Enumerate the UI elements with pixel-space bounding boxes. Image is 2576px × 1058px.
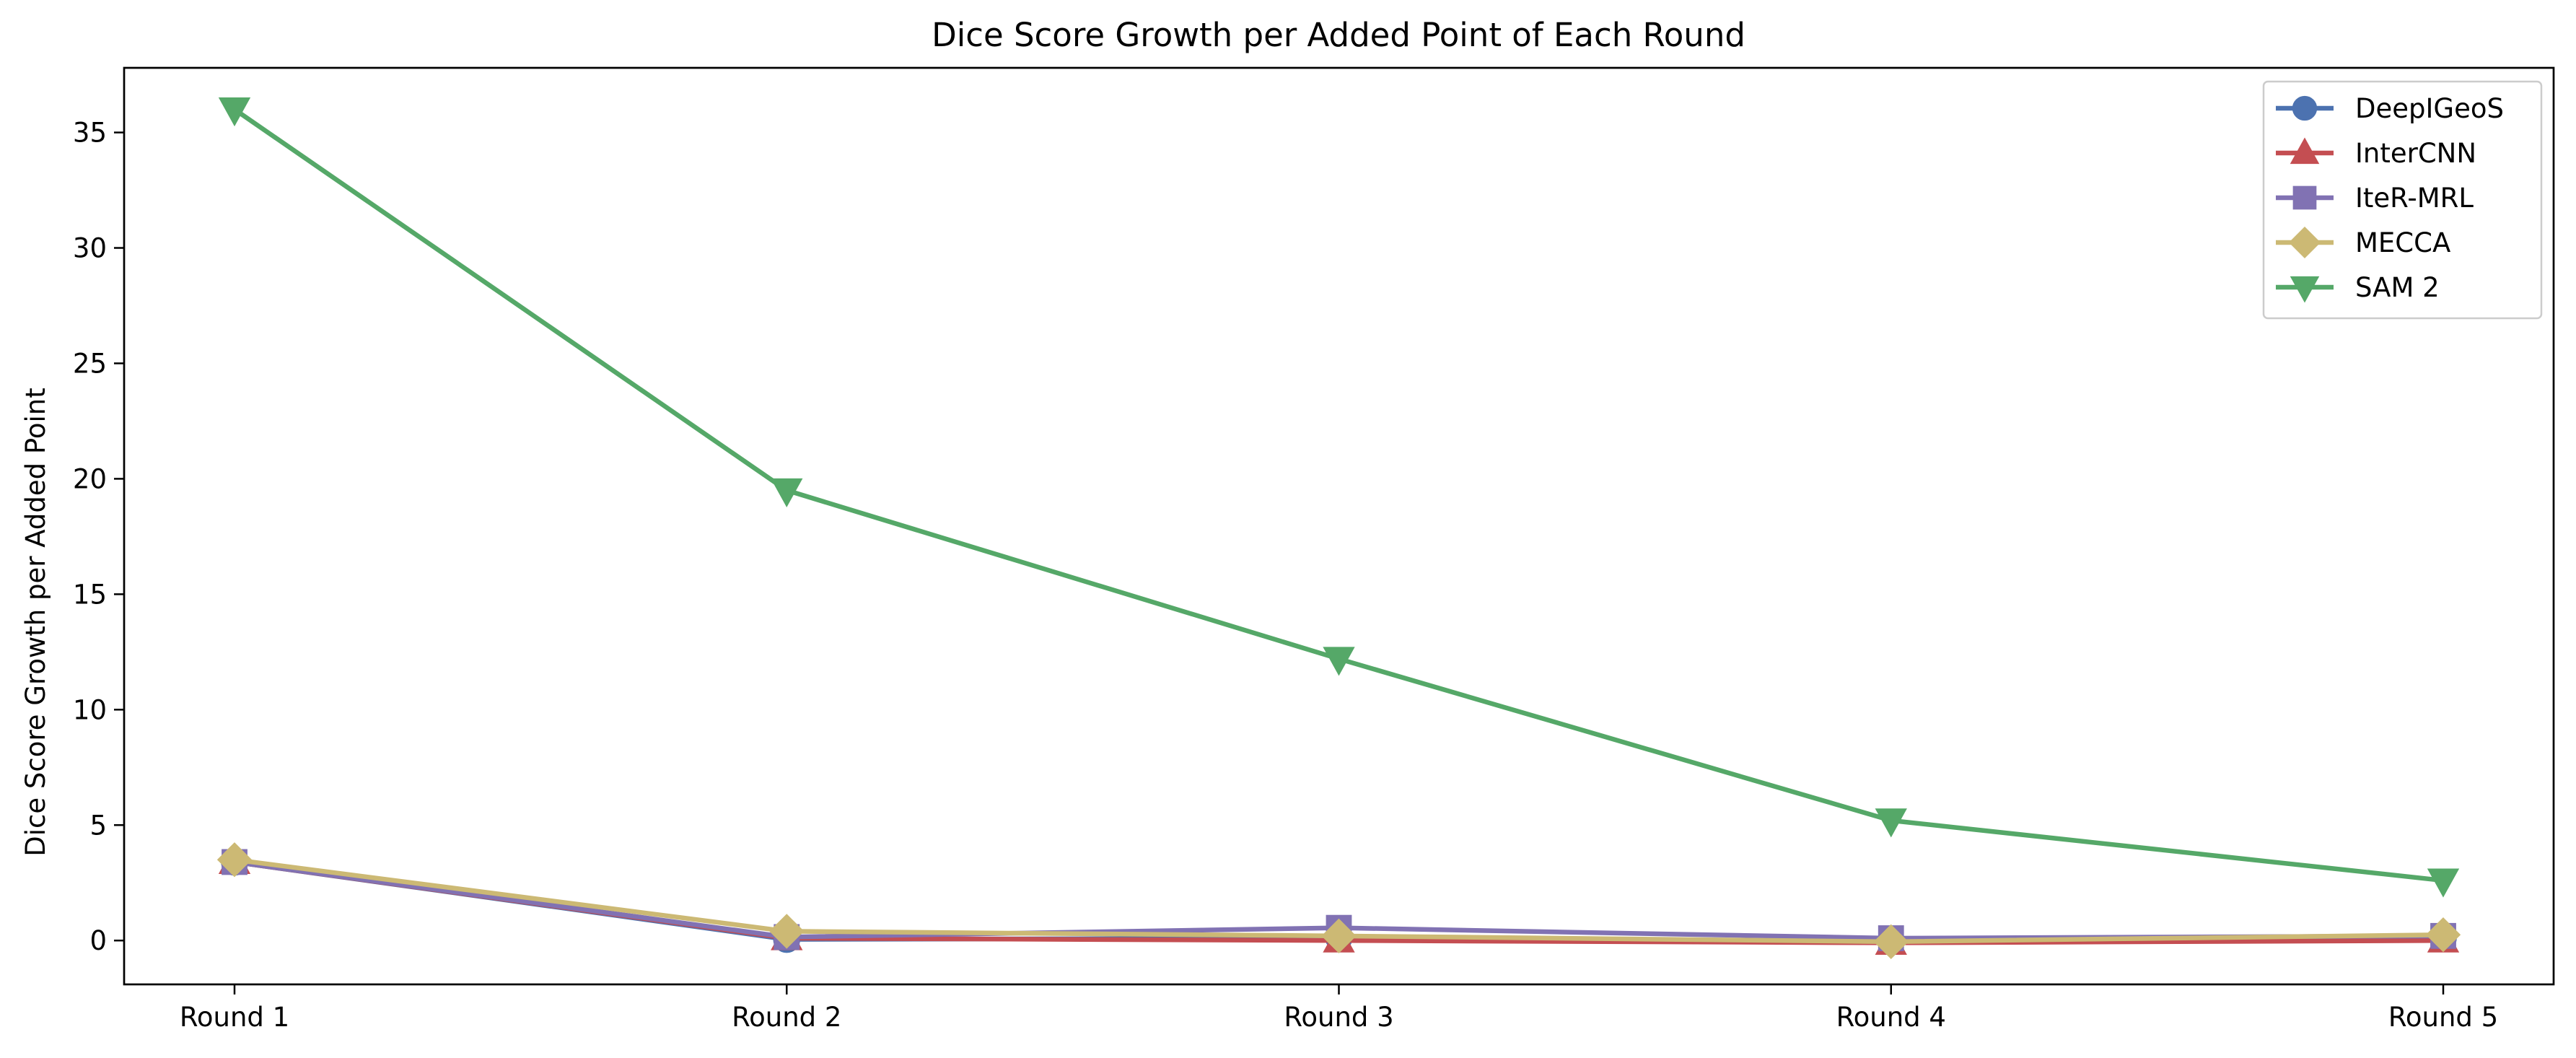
y-tick-label: 10: [73, 694, 107, 725]
data-point: [218, 97, 251, 127]
legend-item: InterCNN: [2276, 137, 2476, 169]
y-tick-label: 25: [73, 348, 107, 379]
y-tick-label: 0: [89, 925, 107, 956]
data-point: [771, 478, 803, 507]
series-mecca: [216, 842, 2461, 959]
y-tick-label: 15: [73, 579, 107, 610]
legend-label: MECCA: [2355, 227, 2450, 258]
legend-marker: [2290, 276, 2320, 303]
y-axis-label: Dice Score Growth per Added Point: [20, 388, 51, 856]
legend-label: DeepIGeoS: [2355, 93, 2504, 124]
plot-area: 0 5 10 15 20 25 30 35 Round 1 Round 2 Round 3 Round…: [73, 97, 2498, 1033]
legend-label: InterCNN: [2355, 138, 2476, 169]
legend-marker: [2288, 226, 2321, 259]
data-point: [1875, 808, 1907, 838]
legend-label: SAM 2: [2355, 272, 2440, 303]
x-tick-label: Round 5: [2388, 1002, 2498, 1033]
legend: DeepIGeoS InterCNN IteR-MRL MECCA SAM 2: [2262, 80, 2543, 320]
plot-frame: [123, 66, 2555, 986]
legend-item: DeepIGeoS: [2276, 93, 2504, 124]
data-point: [1321, 918, 1357, 953]
series-sam-2: [218, 97, 2460, 898]
x-tick-label: Round 2: [732, 1002, 841, 1033]
legend-marker: [2292, 95, 2318, 121]
x-tick-label: Round 4: [1836, 1002, 1946, 1033]
chart-title: Dice Score Growth per Added Point of Eac…: [932, 16, 1745, 54]
x-tick-label: Round 1: [180, 1002, 289, 1033]
y-tick-label: 35: [73, 118, 107, 149]
legend-item: IteR-MRL: [2276, 183, 2474, 214]
legend-label: IteR-MRL: [2355, 183, 2474, 214]
y-tick-label: 20: [73, 463, 107, 494]
y-tick-label: 30: [73, 233, 107, 264]
data-point: [1873, 924, 1909, 959]
data-point: [769, 914, 805, 949]
legend-item: SAM 2: [2276, 272, 2440, 303]
x-tick-label: Round 3: [1284, 1002, 1393, 1033]
data-point: [2427, 868, 2460, 898]
y-tick-label: 5: [89, 810, 107, 841]
legend-marker: [2290, 137, 2320, 165]
legend-box: [2262, 80, 2543, 320]
legend-marker: [2292, 185, 2317, 210]
data-point: [2425, 917, 2461, 953]
series-line: [232, 107, 2446, 883]
data-point: [1323, 647, 1355, 676]
legend-item: MECCA: [2276, 226, 2450, 259]
data-point: [216, 842, 253, 878]
